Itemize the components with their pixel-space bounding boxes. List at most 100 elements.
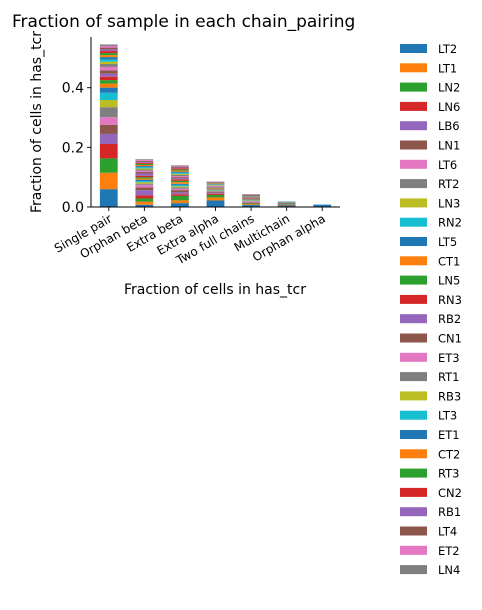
bar-segment-ln2-1 [135, 198, 154, 202]
legend-label-lt2: LT2 [438, 42, 457, 56]
bar-segment-lt4-2 [171, 166, 189, 168]
bar-segment-ln1-1 [135, 187, 154, 191]
legend-swatch-ln2 [400, 82, 427, 92]
bar-segment-lt2-2 [171, 203, 189, 207]
legend-label-et2: ET2 [438, 544, 460, 558]
legend-swatch-ln3 [400, 198, 427, 208]
bar-segment-ln1-3 [206, 191, 225, 193]
bar-segment-ct2-2 [171, 170, 189, 172]
bar-segment-rn2-4 [242, 199, 260, 201]
bar-segment-ct1-2 [171, 182, 189, 184]
bar-segment-cn1-0 [99, 70, 118, 74]
bar-segment-ln5-3 [206, 188, 225, 189]
legend-label-ln3: LN3 [438, 196, 460, 210]
bar-segment-ln4-0 [99, 44, 118, 46]
y-tick-label: 0.0 [62, 200, 84, 216]
bar-segment-ln5-2 [171, 180, 189, 183]
bar-segment-lt3-2 [171, 172, 189, 174]
bar-segment-lt2-0 [99, 189, 118, 207]
bar-segment-lt6-0 [99, 117, 118, 125]
bar-segment-ln6-2 [171, 194, 189, 196]
legend-swatch-rt3 [400, 468, 427, 478]
bar-segment-rb1-2 [171, 167, 189, 169]
legend-label-cn2: CN2 [438, 486, 462, 500]
bar-segment-rt1-1 [135, 169, 154, 171]
legend-swatch-rb1 [400, 507, 427, 517]
bar-segment-cn1-3 [206, 186, 225, 188]
bar-segment-ln2-4 [242, 203, 260, 205]
legend-label-rt2: RT2 [438, 177, 460, 191]
legend-label-lt4: LT4 [438, 525, 457, 539]
legend-label-rn2: RN2 [438, 216, 462, 230]
bar-segment-lt2-1 [135, 204, 154, 207]
bar-segment-ln4-1 [135, 159, 154, 161]
bar-segment-ln1-2 [171, 190, 189, 193]
bar-segment-rb3-1 [135, 168, 154, 170]
bar-segment-rt2-4 [242, 200, 260, 202]
legend-label-et1: ET1 [438, 428, 460, 442]
legend-label-rt3: RT3 [438, 467, 460, 481]
bar-segment-lt1-3 [206, 197, 225, 201]
bar-segment-lt2-3 [206, 200, 225, 207]
bar-segment-et3-1 [135, 170, 154, 173]
legend-swatch-rt1 [400, 372, 427, 382]
bar-segment-ct1-1 [135, 178, 154, 180]
legend-swatch-ln1 [400, 140, 427, 150]
bar-segment-rn2-2 [171, 184, 189, 187]
y-tick-label: 0.4 [62, 81, 84, 97]
bar-segment-cn2-0 [99, 51, 118, 54]
bar-segment-ct2-1 [135, 164, 154, 167]
bar-segment-rn3-3 [206, 187, 225, 189]
y-axis-label: Fraction of cells in has_tcr [29, 31, 45, 213]
bar-segment-ct1-4 [242, 198, 260, 200]
bar-segment-ct2-0 [99, 55, 118, 58]
bar-segment-lt5-0 [99, 87, 118, 93]
bar-segment-ln5-1 [135, 177, 154, 179]
bar-segment-rn3-1 [135, 175, 154, 178]
bar-segment-lt6-2 [171, 188, 189, 191]
legend-label-ln4: LN4 [438, 563, 460, 577]
legend-label-lt1: LT1 [438, 61, 457, 75]
bar-segment-ln3-2 [171, 186, 189, 188]
bar-segment-lb6-0 [99, 133, 118, 144]
bar-segment-ln6-0 [99, 144, 118, 159]
bar-segment-lt5-2 [171, 183, 189, 185]
legend: LT2 LT1 LN2 LN6 LB6 LN1 LT6 RT2 LN3 RN2 LT5 CT1 LN5 R… [400, 42, 462, 577]
bar-segment-rb2-4 [242, 197, 260, 199]
bar-segment-rb1-0 [99, 49, 118, 52]
legend-swatch-cn2 [400, 487, 427, 497]
bar-segment-et3-0 [99, 66, 118, 71]
bar-segment-lt3-1 [135, 167, 154, 169]
bar-segment-rt3-3 [206, 183, 225, 184]
bar-segment-ct2-3 [206, 183, 225, 185]
bar-segment-ln3-1 [135, 182, 154, 184]
legend-swatch-ln4 [400, 565, 427, 575]
bar-segment-et1-2 [171, 171, 189, 173]
legend-swatch-lt3 [400, 410, 427, 420]
legend-label-ln5: LN5 [438, 274, 460, 288]
bar-segment-et3-3 [206, 186, 225, 187]
chart-title: Fraction of sample in each chain_pairing [12, 12, 355, 32]
bar-segment-rb2-2 [171, 178, 189, 180]
x-axis-label: Fraction of cells in has_tcr [124, 282, 306, 298]
bar-segment-rt2-1 [135, 183, 154, 185]
bar-segment-rn2-3 [206, 189, 225, 191]
legend-swatch-rb2 [400, 314, 427, 324]
bar-segment-lt1-0 [99, 172, 118, 190]
legend-swatch-cn1 [400, 333, 427, 343]
bar-segment-ln2-3 [206, 194, 225, 198]
legend-label-ct2: CT2 [438, 447, 460, 461]
bar-segment-rt3-1 [135, 163, 154, 165]
bar-segment-lb6-3 [206, 192, 225, 194]
bar-segment-rn3-2 [171, 179, 189, 181]
bar-segment-rt2-0 [99, 107, 118, 118]
legend-swatch-ct1 [400, 256, 427, 266]
legend-label-lt5: LT5 [438, 235, 457, 249]
bar-segment-et2-2 [171, 165, 189, 167]
bar-segment-ln1-4 [242, 201, 260, 203]
bar-segment-rn2-1 [135, 181, 154, 183]
legend-swatch-lt1 [400, 63, 427, 73]
bar-segment-rt2-2 [171, 187, 189, 189]
legend-swatch-lt4 [400, 526, 427, 536]
